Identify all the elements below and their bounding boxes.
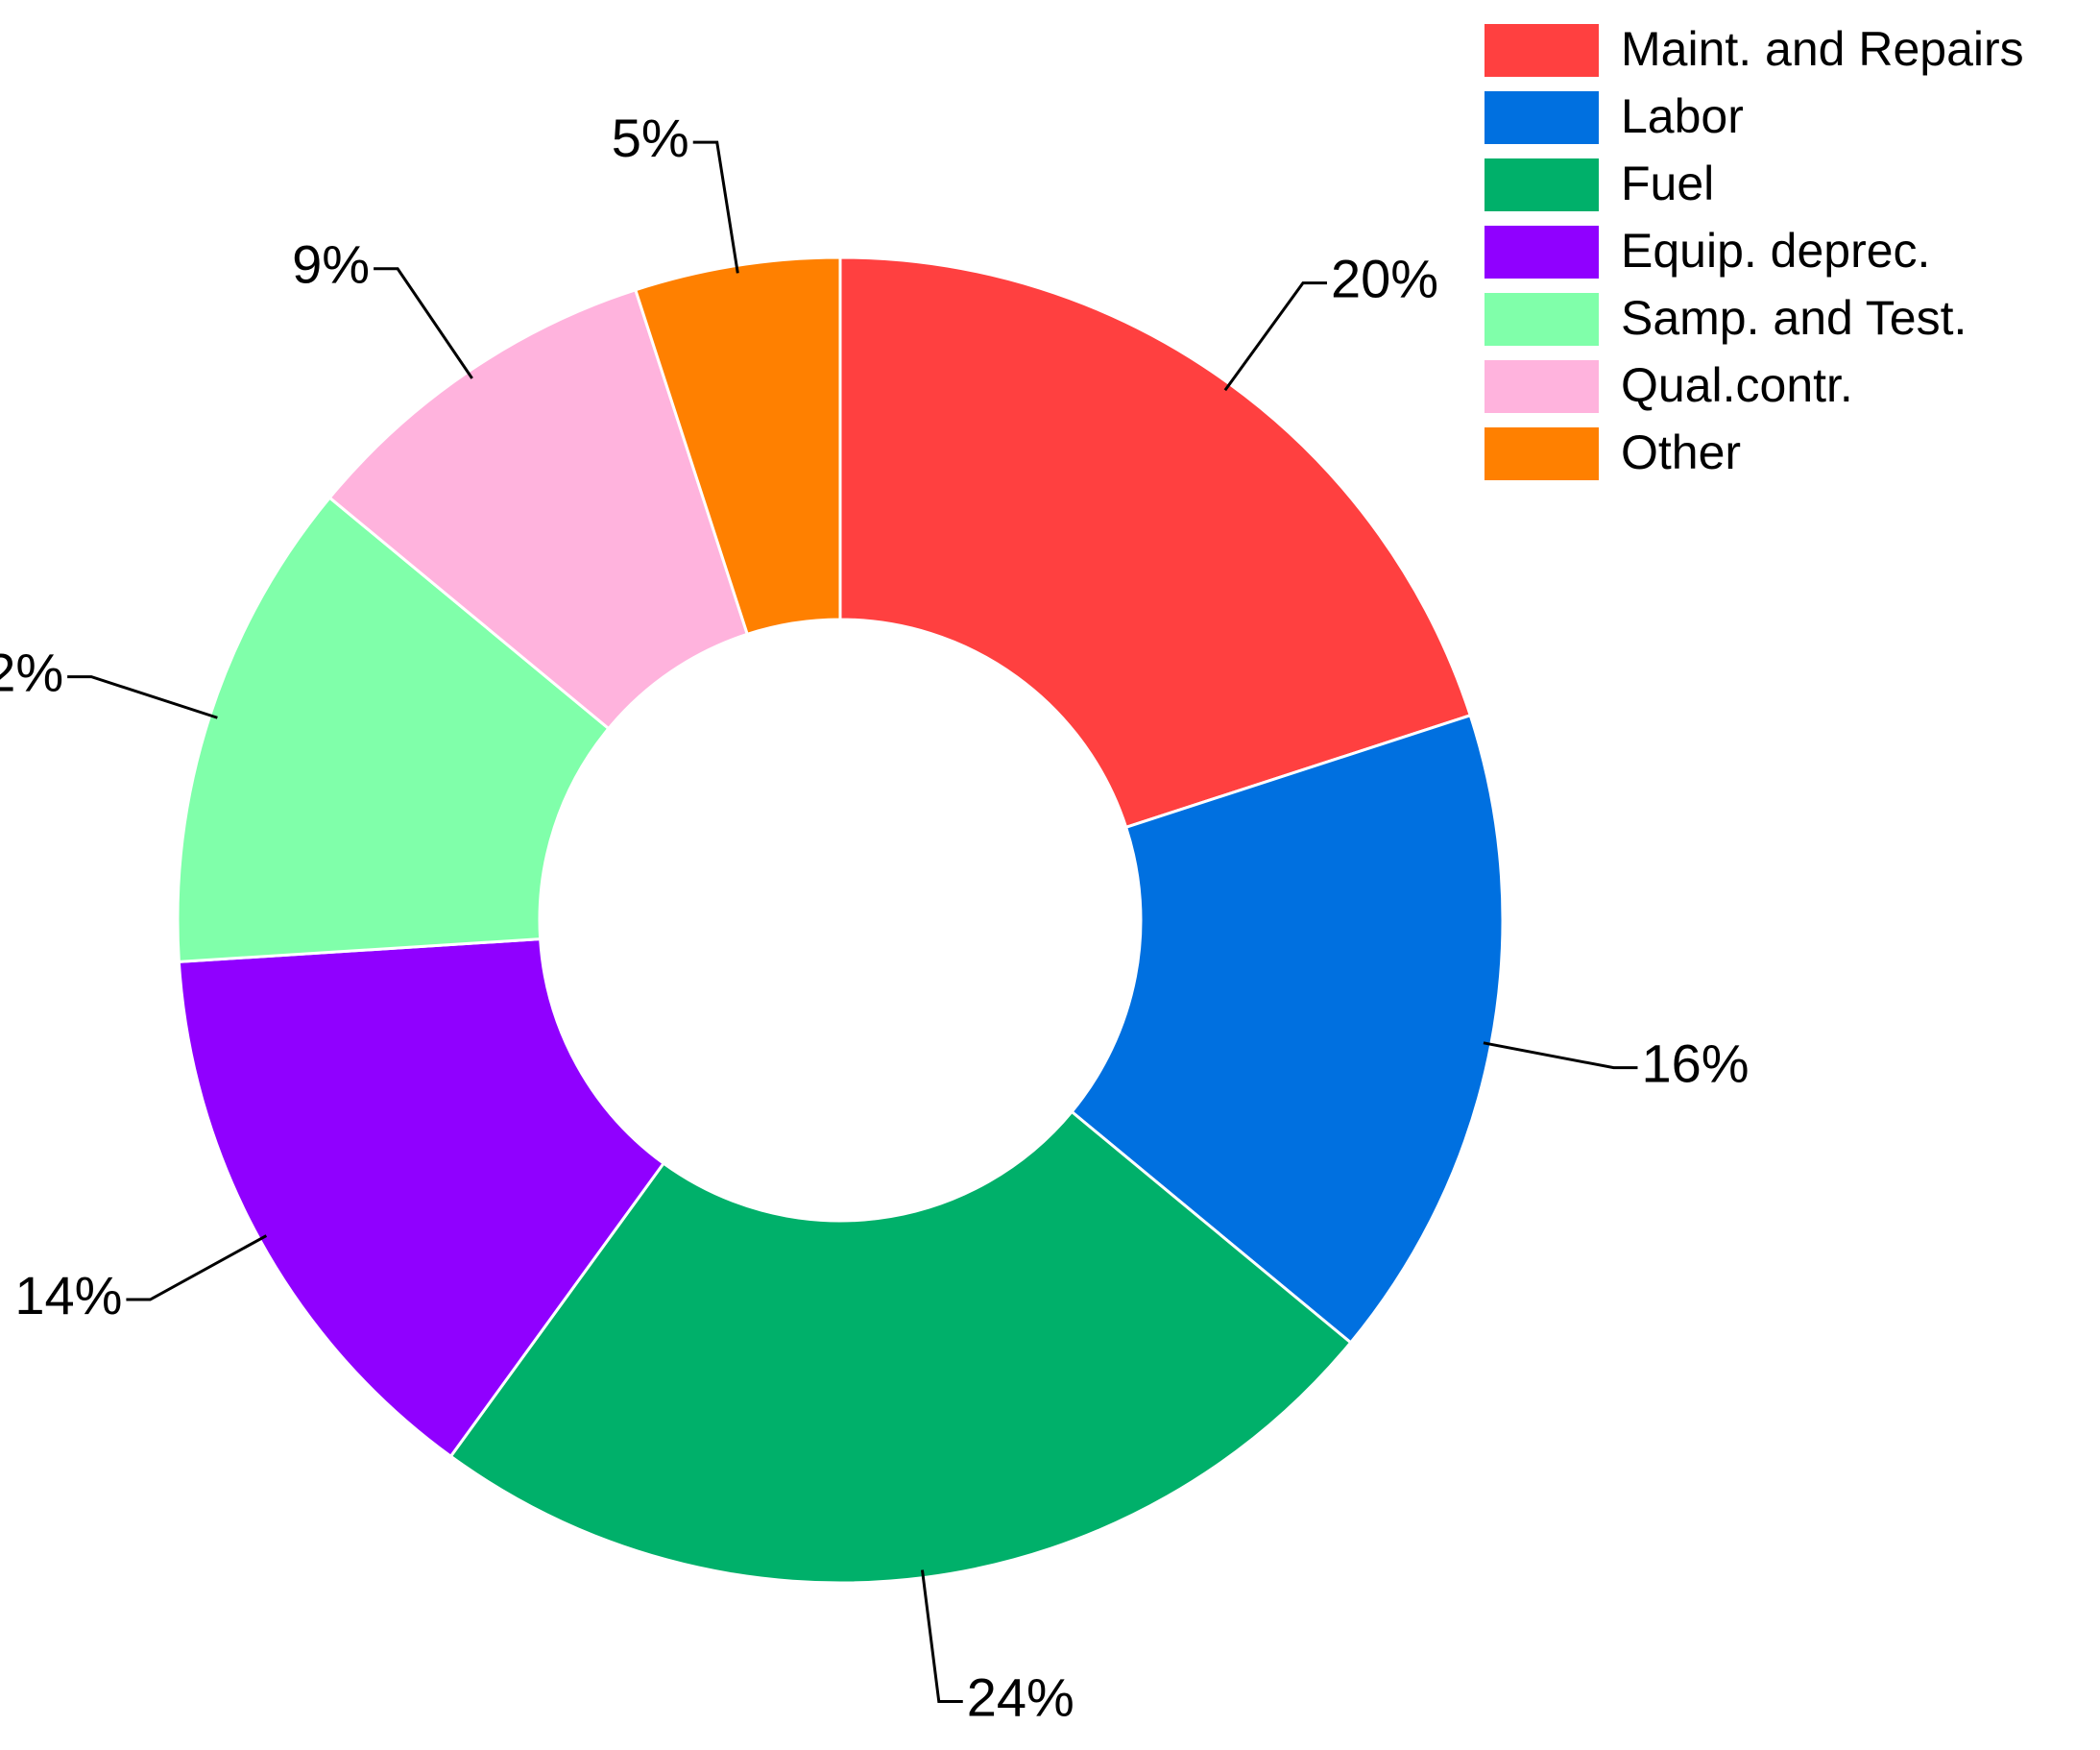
leader-line xyxy=(1223,281,1327,392)
legend-label: Samp. and Test. xyxy=(1621,291,1967,345)
legend-label: Labor xyxy=(1621,89,1744,143)
legend-swatch xyxy=(1484,24,1599,77)
leader-line xyxy=(126,1234,268,1301)
data-label: 12% xyxy=(0,642,63,702)
donut-slice xyxy=(633,255,842,637)
data-label: 9% xyxy=(292,234,370,295)
leader-line xyxy=(692,140,739,274)
legend-label: Equip. deprec. xyxy=(1621,224,1930,278)
data-label: 20% xyxy=(1331,248,1438,308)
data-label: 16% xyxy=(1641,1033,1749,1093)
legend-label: Maint. and Repairs xyxy=(1621,22,2024,76)
donut-slice xyxy=(838,255,1473,830)
legend-swatch xyxy=(1484,427,1599,480)
leader-line xyxy=(374,267,473,379)
donut-slice xyxy=(176,496,611,963)
legend-swatch xyxy=(1484,293,1599,346)
data-label: 24% xyxy=(967,1666,1074,1727)
legend-label: Fuel xyxy=(1621,157,1714,210)
legend-label: Other xyxy=(1621,425,1741,479)
legend-swatch xyxy=(1484,360,1599,413)
donut-slice xyxy=(327,287,750,731)
donut-slice xyxy=(1070,713,1505,1345)
data-label: 14% xyxy=(14,1265,122,1325)
leader-line xyxy=(920,1569,963,1704)
leader-line xyxy=(1483,1041,1638,1070)
legend-label: Qual.contr. xyxy=(1621,358,1853,412)
legend-swatch xyxy=(1484,91,1599,144)
data-label: 5% xyxy=(612,108,689,168)
legend-swatch xyxy=(1484,158,1599,211)
leader-line xyxy=(67,675,218,719)
donut-slice xyxy=(448,1109,1353,1585)
donut-slice xyxy=(177,937,666,1459)
legend-swatch xyxy=(1484,226,1599,279)
